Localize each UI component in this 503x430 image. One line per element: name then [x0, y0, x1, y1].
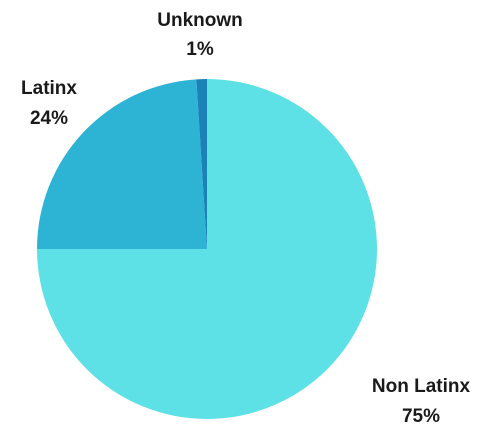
label-latinx-value: 24%: [30, 108, 68, 129]
label-latinx: Latinx 24%: [21, 78, 77, 129]
label-non-latinx-name: Non Latinx: [372, 376, 471, 397]
pie-slice-unknown: [196, 79, 207, 249]
label-non-latinx-value: 75%: [402, 406, 440, 427]
label-unknown-value: 1%: [186, 39, 214, 60]
label-non-latinx: Non Latinx 75%: [372, 376, 471, 427]
label-unknown-name: Unknown: [157, 10, 243, 31]
pie-slices: [37, 79, 377, 419]
label-latinx-name: Latinx: [21, 78, 77, 99]
label-unknown: Unknown 1%: [157, 10, 243, 60]
pie-slice-latinx: [37, 79, 207, 250]
